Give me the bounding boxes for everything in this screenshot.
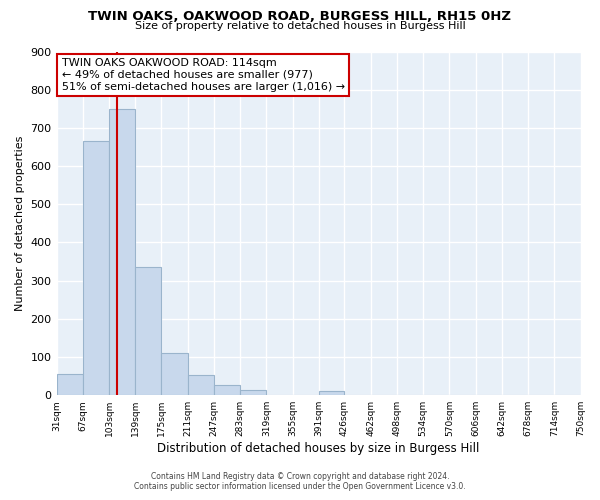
Bar — [109, 109, 135, 395]
X-axis label: Distribution of detached houses by size in Burgess Hill: Distribution of detached houses by size … — [157, 442, 480, 455]
Bar — [83, 141, 109, 395]
Bar — [319, 392, 344, 395]
Text: Contains HM Land Registry data © Crown copyright and database right 2024.
Contai: Contains HM Land Registry data © Crown c… — [134, 472, 466, 491]
Text: TWIN OAKS, OAKWOOD ROAD, BURGESS HILL, RH15 0HZ: TWIN OAKS, OAKWOOD ROAD, BURGESS HILL, R… — [89, 10, 511, 23]
Bar — [56, 374, 83, 395]
Bar — [240, 390, 266, 395]
Bar — [161, 353, 188, 395]
Text: TWIN OAKS OAKWOOD ROAD: 114sqm
← 49% of detached houses are smaller (977)
51% of: TWIN OAKS OAKWOOD ROAD: 114sqm ← 49% of … — [62, 58, 345, 92]
Y-axis label: Number of detached properties: Number of detached properties — [15, 136, 25, 311]
Bar — [135, 268, 161, 395]
Bar — [188, 376, 214, 395]
Text: Size of property relative to detached houses in Burgess Hill: Size of property relative to detached ho… — [134, 21, 466, 31]
Bar — [214, 385, 240, 395]
